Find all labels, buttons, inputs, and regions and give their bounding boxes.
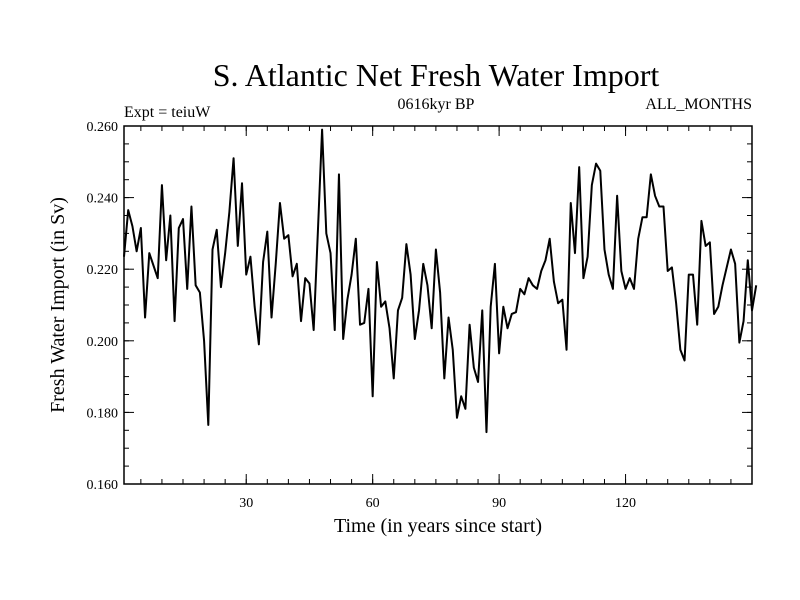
y-tick-label: 0.260: [87, 120, 119, 135]
months-label: ALL_MONTHS: [645, 96, 752, 113]
plot-frame: [123, 125, 753, 485]
experiment-label: Expt = teiuW: [124, 104, 211, 121]
subtitle-label: 0616kyr BP: [398, 96, 475, 113]
y-tick-label: 0.240: [87, 192, 119, 207]
y-tick-label: 0.220: [87, 263, 119, 278]
x-tick-label: 90: [492, 496, 506, 511]
y-tick-label: 0.160: [87, 478, 119, 493]
y-tick-label: 0.200: [87, 335, 119, 350]
x-tick-label: 30: [239, 496, 253, 511]
series-line: [123, 128, 758, 434]
x-tick-label: 60: [366, 496, 380, 511]
chart-title: S. Atlantic Net Fresh Water Import: [213, 57, 660, 93]
x-axis-label: Time (in years since start): [334, 515, 542, 537]
x-tick-label: 120: [615, 496, 636, 511]
axis-tick-labels: 30 60 90 120 0.160 0.180 0.200 0.220 0.240 0.260: [87, 120, 637, 511]
axis-ticks: [124, 125, 753, 485]
y-axis-label: Fresh Water Import (in Sv): [47, 197, 69, 413]
y-tick-label: 0.180: [87, 406, 119, 421]
